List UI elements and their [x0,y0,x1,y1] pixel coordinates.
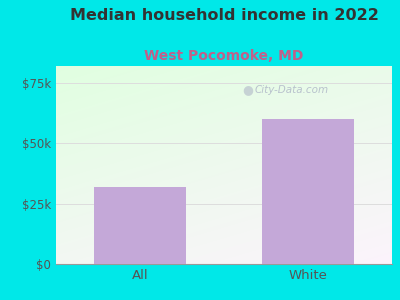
Bar [94,187,186,264]
Text: City-Data.com: City-Data.com [254,85,328,95]
Text: Median household income in 2022: Median household income in 2022 [70,8,378,22]
Text: West Pocomoke, MD: West Pocomoke, MD [144,50,304,64]
Bar [262,119,354,264]
Text: ●: ● [242,83,253,96]
